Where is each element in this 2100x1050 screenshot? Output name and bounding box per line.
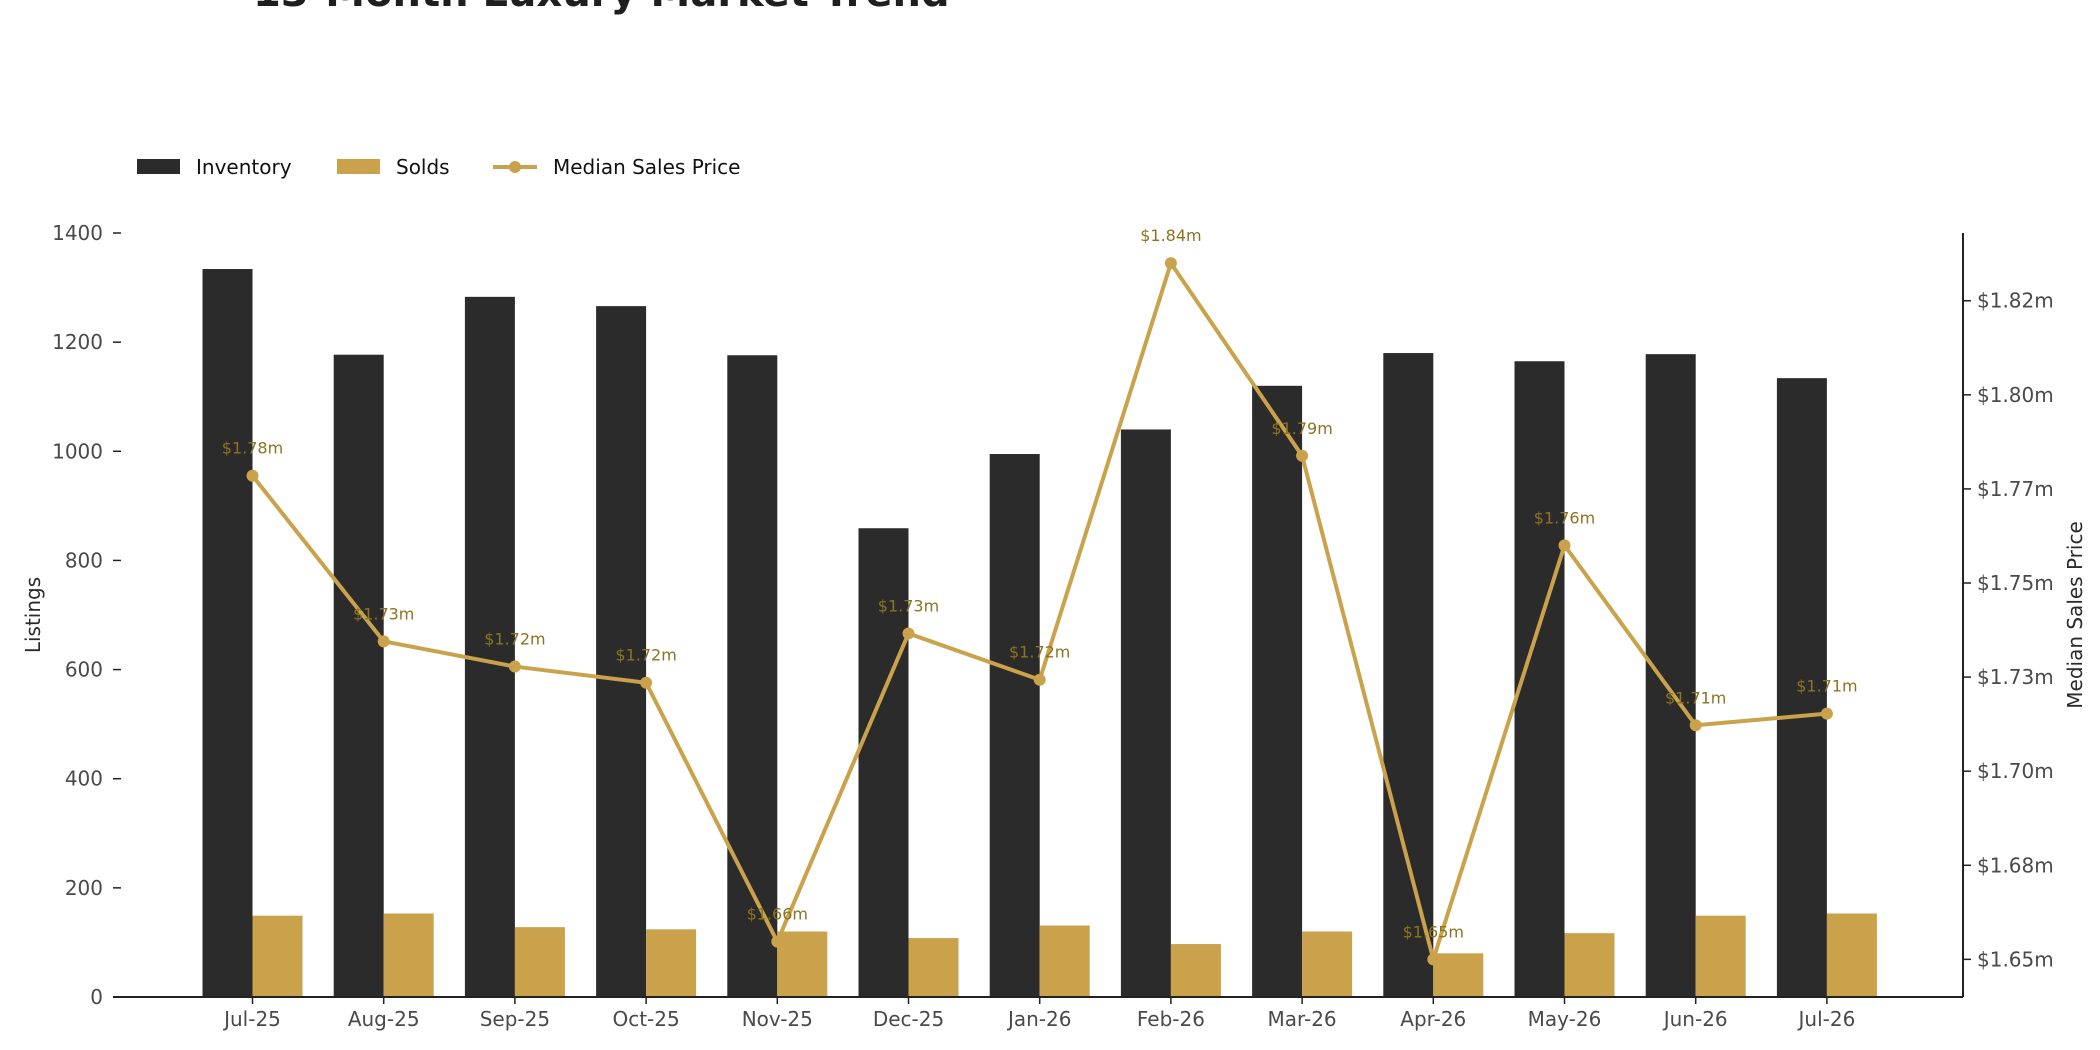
legend-swatch-inventory — [137, 159, 180, 174]
median-price-data-label: $1.79m — [1271, 419, 1332, 438]
price-line: $1.78m $1.73m $1.72m $1.72m $1.66m $1.73m $1.7… — [222, 226, 1858, 966]
median-price-data-label: $1.66m — [747, 905, 808, 924]
y-axis-label: Listings — [21, 577, 45, 653]
median-price-data-label: $1.71m — [1796, 677, 1857, 696]
y2-tick-label: $1.80m — [1977, 383, 2054, 407]
y2-tick-label: $1.70m — [1977, 759, 2054, 783]
inventory-bar — [1776, 378, 1827, 997]
x-tick-label: May-26 — [1528, 1007, 1602, 1031]
x-tick-label: Apr-26 — [1400, 1007, 1466, 1031]
inventory-bar — [464, 296, 515, 997]
median-price-data-label: $1.73m — [878, 596, 939, 615]
solds-bar — [908, 938, 959, 997]
median-price-point — [1033, 673, 1046, 686]
median-price-data-label: $1.76m — [1534, 508, 1595, 527]
inventory-bar — [858, 528, 909, 997]
y-tick-label: 0 — [90, 985, 103, 1009]
y-tick-label: 600 — [65, 658, 103, 682]
legend-label-price: Median Sales Price — [553, 155, 740, 179]
median-price-point — [640, 676, 653, 689]
solds-bar — [252, 915, 303, 997]
median-price-point — [1558, 539, 1571, 552]
inventory-bar — [1645, 354, 1696, 997]
y-tick-label: 200 — [65, 876, 103, 900]
x-tick-label: Feb-26 — [1137, 1007, 1205, 1031]
median-price-point — [1164, 257, 1177, 270]
x-tick-label: Aug-25 — [348, 1007, 420, 1031]
median-price-data-label: $1.72m — [1009, 643, 1070, 662]
median-price-point — [246, 469, 259, 482]
median-price-point — [1689, 719, 1702, 732]
inventory-bar — [1120, 429, 1171, 997]
median-price-point — [377, 635, 390, 648]
legend-swatch-solds — [337, 159, 380, 174]
y2-tick-label: $1.75m — [1977, 571, 2054, 595]
solds-bar — [777, 931, 828, 997]
x-tick-label: Jun-26 — [1662, 1007, 1728, 1031]
inventory-bar — [989, 454, 1040, 997]
solds-bar — [1826, 913, 1877, 997]
inventory-bar — [333, 354, 384, 997]
solds-bar — [383, 913, 434, 997]
solds-bar — [1564, 933, 1615, 997]
y-tick-label: 1200 — [52, 330, 103, 354]
median-price-point — [771, 935, 784, 948]
y-tick-label: 1000 — [52, 439, 103, 463]
x-tick-label: Nov-25 — [742, 1007, 813, 1031]
bars — [202, 269, 1877, 997]
inventory-bar — [727, 355, 778, 997]
y2-tick-label: $1.65m — [1977, 947, 2054, 971]
y-tick-label: 1400 — [52, 221, 103, 245]
legend-swatch-price-marker — [509, 161, 521, 173]
x-tick-label: Oct-25 — [612, 1007, 679, 1031]
y2-tick-label: $1.68m — [1977, 853, 2054, 877]
x-tick-label: Jul-25 — [222, 1007, 281, 1031]
median-price-data-label: $1.72m — [484, 630, 545, 649]
x-tick-label: Sep-25 — [480, 1007, 550, 1031]
median-price-point — [508, 660, 521, 673]
y-tick-label: 800 — [65, 548, 103, 572]
median-price-data-label: $1.78m — [222, 439, 283, 458]
median-price-data-label: $1.65m — [1403, 922, 1464, 941]
solds-bar — [1039, 925, 1090, 997]
x-tick-label: Dec-25 — [873, 1007, 944, 1031]
median-price-point — [1296, 449, 1309, 462]
solds-bar — [1170, 944, 1221, 997]
median-price-data-label: $1.72m — [615, 646, 676, 665]
median-price-data-label: $1.71m — [1665, 688, 1726, 707]
inventory-bar — [202, 269, 253, 997]
legend-label-solds: Solds — [396, 155, 450, 179]
solds-bar — [514, 927, 565, 997]
axes: 0 200 400 600 800 1000 1200 1400 $1.65m $1.68m $1.… — [21, 221, 2087, 1031]
median-price-point — [1820, 707, 1833, 720]
y2-tick-label: $1.82m — [1977, 289, 2054, 313]
median-price-data-label: $1.84m — [1140, 226, 1201, 245]
inventory-bar — [1383, 353, 1434, 997]
chart-title: 13-Month Luxury Market Trend — [253, 0, 950, 16]
inventory-bar — [1252, 385, 1303, 997]
median-price-data-label: $1.73m — [353, 604, 414, 623]
x-tick-label: Jan-26 — [1006, 1007, 1072, 1031]
y2-axis-label: Median Sales Price — [2063, 521, 2087, 708]
solds-bar — [1433, 953, 1484, 997]
inventory-bar — [596, 306, 647, 997]
median-price-point — [902, 627, 915, 640]
legend: Inventory Solds Median Sales Price — [137, 155, 740, 179]
solds-bar — [646, 929, 697, 997]
y-tick-label: 400 — [65, 767, 103, 791]
x-tick-label: Mar-26 — [1268, 1007, 1337, 1031]
y2-tick-label: $1.73m — [1977, 665, 2054, 689]
solds-bar — [1302, 931, 1353, 997]
legend-label-inventory: Inventory — [196, 155, 292, 179]
y2-tick-label: $1.77m — [1977, 477, 2054, 501]
median-price-point — [1427, 953, 1440, 966]
x-tick-label: Jul-26 — [1797, 1007, 1856, 1031]
solds-bar — [1695, 915, 1746, 997]
